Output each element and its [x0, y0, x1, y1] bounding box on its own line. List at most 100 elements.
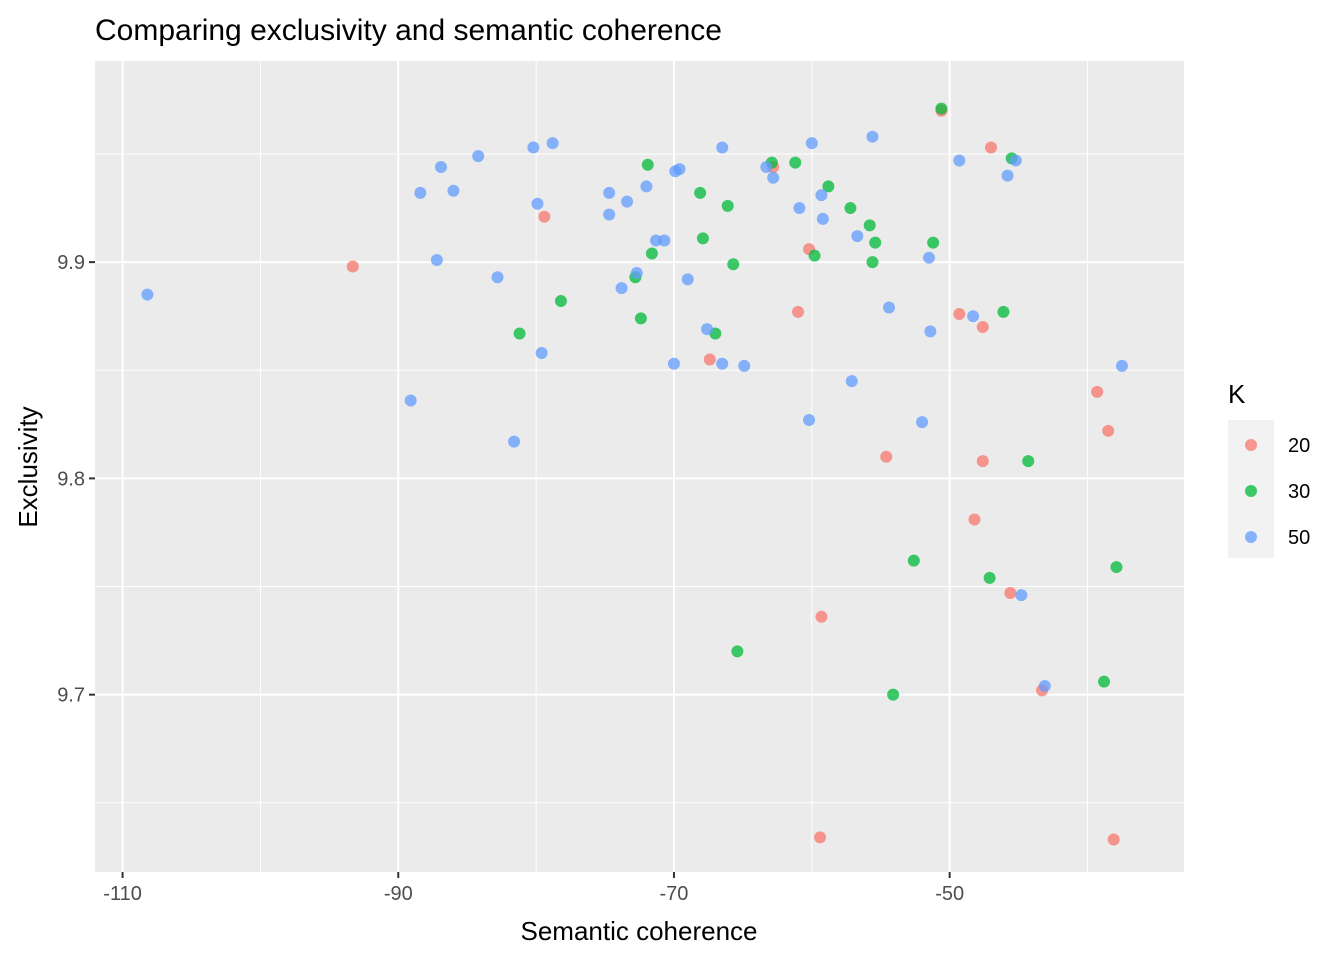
- data-point-k20: [985, 141, 998, 154]
- data-point-k50: [845, 375, 858, 388]
- data-point-k50: [953, 154, 966, 167]
- data-point-k50: [681, 273, 694, 286]
- data-point-k20: [538, 210, 551, 223]
- y-tick-label: 9.8: [57, 468, 85, 490]
- legend-key-20: [1245, 439, 1257, 451]
- data-point-k30: [645, 247, 658, 260]
- data-point-k30: [554, 295, 567, 308]
- legend-label-20: 20: [1288, 435, 1310, 457]
- x-tick-label: -110: [103, 883, 142, 905]
- x-axis-label: Semantic coherence: [520, 916, 757, 946]
- data-point-k20: [1102, 424, 1115, 437]
- data-point-k50: [615, 282, 628, 295]
- data-point-k30: [721, 199, 734, 212]
- data-point-k20: [880, 450, 893, 463]
- data-point-k30: [822, 180, 835, 193]
- data-point-k50: [535, 346, 548, 359]
- data-point-k50: [1009, 154, 1022, 167]
- data-point-k50: [816, 212, 829, 225]
- data-point-k30: [1110, 561, 1123, 574]
- data-point-k50: [658, 234, 671, 247]
- data-point-k50: [667, 357, 680, 370]
- data-point-k30: [983, 571, 996, 584]
- data-point-k20: [953, 308, 966, 321]
- data-point-k30: [727, 258, 740, 271]
- data-point-k50: [1001, 169, 1014, 182]
- data-point-k20: [815, 610, 828, 623]
- data-point-k30: [1098, 675, 1111, 688]
- data-point-k50: [767, 171, 780, 184]
- data-point-k50: [546, 137, 559, 150]
- data-point-k20: [968, 513, 981, 526]
- data-point-k20: [976, 321, 989, 334]
- minor-gridlines: [95, 61, 1184, 872]
- data-point-k50: [716, 141, 729, 154]
- data-point-k30: [863, 219, 876, 232]
- data-point-k30: [997, 305, 1010, 318]
- data-point-k50: [472, 150, 485, 163]
- data-point-k30: [844, 202, 857, 215]
- major-gridlines: [95, 61, 1184, 872]
- data-point-k30: [935, 102, 948, 115]
- data-point-k30: [907, 554, 920, 567]
- legend-key-30: [1245, 485, 1257, 497]
- legend-label-50: 50: [1288, 527, 1310, 549]
- data-point-k30: [694, 186, 707, 199]
- data-point-k20: [346, 260, 359, 273]
- data-point-k50: [916, 416, 929, 429]
- data-point-k30: [869, 236, 882, 249]
- data-point-k50: [404, 394, 417, 407]
- data-points: [141, 102, 1128, 846]
- data-point-k50: [673, 163, 686, 176]
- data-point-k20: [703, 353, 716, 366]
- data-point-k20: [792, 305, 805, 318]
- data-point-k50: [851, 230, 864, 243]
- data-point-k50: [866, 130, 879, 143]
- plot-panel: [95, 61, 1184, 872]
- data-point-k50: [650, 234, 663, 247]
- data-point-k50: [793, 202, 806, 215]
- data-point-k50: [508, 435, 521, 448]
- data-point-k50: [922, 251, 935, 264]
- x-tick-label: -90: [384, 883, 413, 905]
- data-point-k50: [738, 359, 751, 372]
- data-point-k20: [976, 455, 989, 468]
- legend-title: K: [1228, 379, 1246, 409]
- data-point-k30: [789, 156, 802, 169]
- legend-label-30: 30: [1288, 481, 1310, 503]
- x-tick-label: -70: [660, 883, 689, 905]
- data-point-k50: [967, 310, 980, 323]
- data-point-k20: [1004, 587, 1017, 600]
- data-point-k30: [731, 645, 744, 658]
- data-point-k20: [1107, 833, 1120, 846]
- data-point-k30: [641, 158, 654, 171]
- data-point-k50: [621, 195, 634, 208]
- data-point-k30: [887, 688, 900, 701]
- data-point-k50: [815, 189, 828, 202]
- data-point-k30: [866, 256, 879, 269]
- data-point-k50: [430, 253, 443, 266]
- y-axis-label: Exclusivity: [13, 406, 43, 527]
- data-point-k50: [434, 160, 447, 173]
- data-point-k20: [814, 831, 827, 844]
- chart-title: Comparing exclusivity and semantic coher…: [95, 14, 722, 47]
- data-point-k50: [491, 271, 504, 284]
- data-point-k50: [603, 208, 616, 221]
- data-point-k50: [883, 301, 896, 314]
- data-point-k30: [927, 236, 940, 249]
- data-point-k30: [513, 327, 526, 340]
- data-point-k30: [1022, 455, 1035, 468]
- data-point-k30: [808, 249, 821, 262]
- data-point-k50: [760, 160, 773, 173]
- data-point-k50: [141, 288, 154, 301]
- data-point-k30: [634, 312, 647, 325]
- y-tick-label: 9.7: [57, 685, 85, 707]
- data-point-k50: [447, 184, 460, 197]
- data-point-k50: [527, 141, 540, 154]
- data-point-k50: [1015, 589, 1028, 602]
- data-point-k50: [640, 180, 653, 193]
- data-point-k50: [414, 186, 427, 199]
- y-tick-label: 9.9: [57, 252, 85, 274]
- data-point-k50: [701, 323, 714, 336]
